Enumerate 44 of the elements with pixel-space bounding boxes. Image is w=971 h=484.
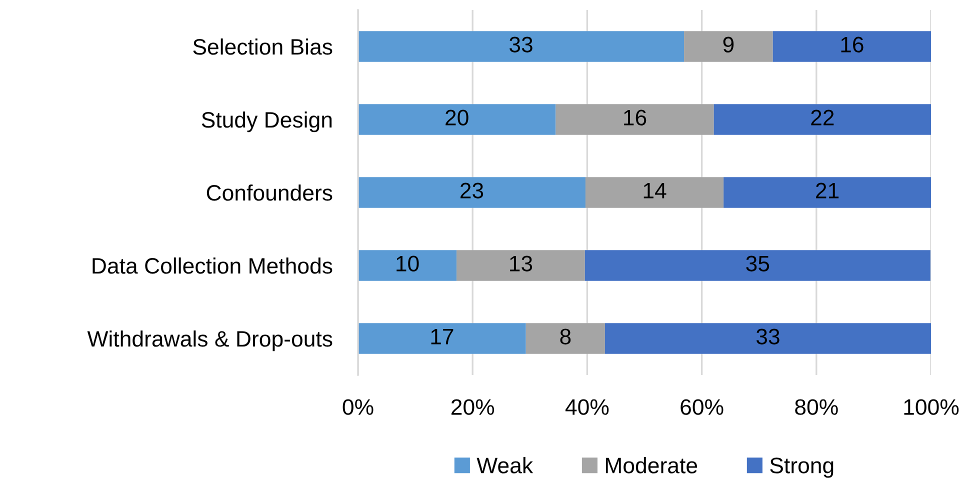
annotation: 16 <box>624 110 646 126</box>
annotation: 14 <box>644 182 666 198</box>
bar <box>604 323 931 354</box>
annotation: 20 <box>446 110 468 126</box>
y-tick-label: Selection Bias <box>193 38 332 55</box>
annotation: 22 <box>811 110 834 126</box>
annotation: 17 <box>431 328 454 344</box>
annotation: 35 <box>746 256 770 272</box>
annotation: 16 <box>841 36 864 52</box>
bar <box>456 250 585 281</box>
bar <box>358 323 526 354</box>
bar <box>556 104 714 135</box>
annotation: 21 <box>816 182 839 198</box>
annotation: 9 <box>723 36 734 52</box>
bar <box>724 177 931 208</box>
bar <box>526 323 605 354</box>
y-tick-label: Data Collection Methods <box>92 257 332 274</box>
y-tick-label: Withdrawals & Drop-outs <box>87 330 332 352</box>
bar <box>714 104 931 135</box>
x-tick-label: 60% <box>680 399 724 415</box>
annotation: 23 <box>460 182 484 198</box>
bar <box>772 31 931 62</box>
annotation: 33 <box>756 328 780 344</box>
legend-label: Strong <box>770 458 834 478</box>
annotation: 8 <box>560 328 571 344</box>
x-tick-label: 100% <box>904 399 959 415</box>
bar <box>358 177 586 208</box>
y-tick-label: Confounders <box>206 184 332 201</box>
y-tick-label: Study Design <box>202 111 332 132</box>
legend-label: Weak <box>476 457 534 474</box>
bar <box>684 31 773 62</box>
bar <box>584 250 930 281</box>
bar <box>358 250 457 281</box>
annotation: 10 <box>396 256 419 272</box>
x-tick-label: 0% <box>342 399 374 415</box>
legend-label: Moderate <box>606 457 698 474</box>
annotation: 33 <box>510 36 532 52</box>
annotation: 13 <box>510 256 532 272</box>
x-tick-label: 40% <box>565 399 609 415</box>
x-tick-label: 20% <box>451 399 494 415</box>
x-tick-label: 80% <box>795 399 838 415</box>
bar <box>358 104 556 135</box>
bar <box>358 31 684 62</box>
bar <box>585 177 724 208</box>
